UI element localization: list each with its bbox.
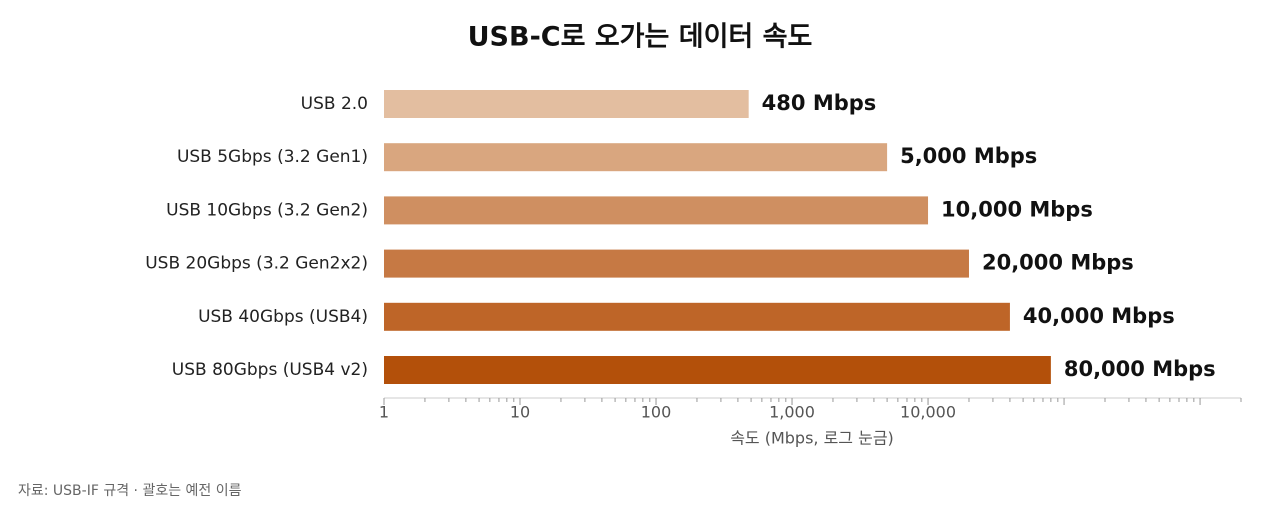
category-label: USB 40Gbps (USB4) <box>198 307 368 327</box>
value-label: 5,000 Mbps <box>900 144 1037 168</box>
x-axis-label: 속도 (Mbps, 로그 눈금) <box>730 429 894 448</box>
bar <box>384 356 1051 384</box>
bar <box>384 249 969 278</box>
category-label: USB 5Gbps (3.2 Gen1) <box>177 147 368 167</box>
bar <box>384 302 1010 331</box>
x-tick-label: 10,000 <box>900 403 956 422</box>
value-label: 10,000 Mbps <box>941 197 1093 221</box>
x-tick-label: 1 <box>379 403 389 422</box>
value-label: 80,000 Mbps <box>1064 357 1216 381</box>
category-label: USB 2.0 <box>301 94 368 114</box>
value-label: 20,000 Mbps <box>982 251 1134 275</box>
chart-title: USB-C로 오가는 데이터 속도 <box>468 22 813 53</box>
bar <box>384 143 888 172</box>
category-label: USB 80Gbps (USB4 v2) <box>172 360 368 380</box>
value-label: 480 Mbps <box>762 91 877 115</box>
value-label: 40,000 Mbps <box>1023 304 1175 328</box>
x-tick-label: 100 <box>641 403 672 422</box>
bar <box>384 90 749 118</box>
source-note: 자료: USB-IF 규격 · 괄호는 예전 이름 <box>18 483 242 499</box>
category-label: USB 20Gbps (3.2 Gen2x2) <box>145 254 368 274</box>
x-tick-label: 10 <box>510 403 530 422</box>
x-tick-label: 1,000 <box>769 403 815 422</box>
bar <box>384 196 929 225</box>
category-label: USB 10Gbps (3.2 Gen2) <box>166 200 368 220</box>
